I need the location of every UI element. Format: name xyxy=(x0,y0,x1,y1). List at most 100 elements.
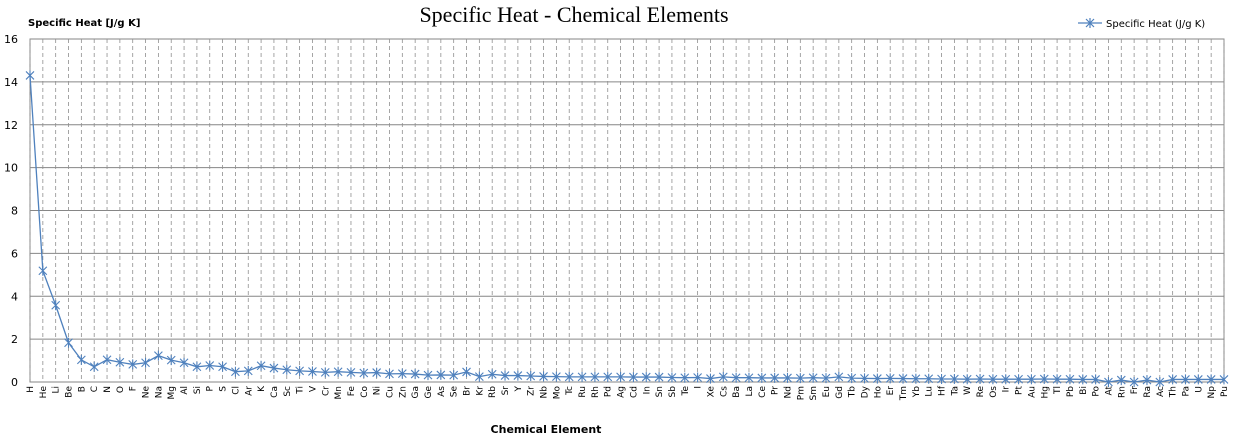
data-point xyxy=(551,371,561,382)
data-point xyxy=(1193,374,1203,385)
data-point xyxy=(205,360,215,371)
x-tick-label: Zn xyxy=(398,386,408,398)
x-tick-label: Au xyxy=(1027,386,1037,398)
data-point xyxy=(821,373,831,384)
data-point xyxy=(76,354,86,365)
data-point xyxy=(372,367,382,378)
x-tick-label: Kr xyxy=(475,386,485,396)
data-point xyxy=(629,372,638,383)
x-tick-label: Rn xyxy=(1117,386,1127,398)
data-point xyxy=(282,364,292,375)
x-tick-label: At xyxy=(1104,386,1114,396)
x-tick-label: Pa xyxy=(1181,386,1191,397)
x-tick-label: O xyxy=(116,386,126,393)
x-tick-label: Th xyxy=(1169,386,1179,398)
x-tick-label: Rh xyxy=(591,386,601,398)
data-point xyxy=(500,370,510,381)
data-point xyxy=(1078,374,1088,385)
x-tick-label: Ho xyxy=(873,386,883,399)
x-tick-label: S xyxy=(219,386,229,392)
data-point xyxy=(911,373,921,384)
x-tick-label: Yb xyxy=(912,386,922,398)
legend-star-icon xyxy=(1085,18,1095,28)
x-tick-label: Ne xyxy=(142,386,152,399)
x-tick-label: Mg xyxy=(167,386,177,399)
x-tick-label: F xyxy=(129,386,139,391)
data-point xyxy=(1155,377,1165,387)
data-point xyxy=(1039,373,1049,384)
data-point xyxy=(1206,374,1216,385)
x-tick-label: K xyxy=(257,385,267,392)
y-tick-label: 8 xyxy=(11,205,18,218)
x-tick-label: Fe xyxy=(347,386,357,397)
x-tick-label: Np xyxy=(1207,386,1217,399)
x-tick-label: Tl xyxy=(1053,386,1063,395)
x-tick-label: Al xyxy=(180,386,190,395)
data-point xyxy=(783,372,792,383)
x-tick-label: Xe xyxy=(706,386,716,398)
x-tick-label: Mo xyxy=(552,386,562,400)
x-tick-label: Pd xyxy=(604,386,614,397)
x-tick-label: Pu xyxy=(1220,386,1230,397)
y-tick-label: 4 xyxy=(11,290,18,303)
x-tick-label: Cr xyxy=(321,386,331,396)
data-point xyxy=(243,365,253,376)
data-point xyxy=(89,361,99,372)
x-tick-label: He xyxy=(39,386,49,399)
data-point xyxy=(218,361,227,372)
data-point xyxy=(346,367,356,378)
data-point xyxy=(385,368,394,379)
x-tick-label: N xyxy=(103,386,113,393)
data-point xyxy=(539,371,548,382)
x-axis-ticks: H He Li Be B C N O F Ne Na Mg Al Si P S Cl Ar K Ca Sc Ti V Cr Mn… xyxy=(26,385,1230,401)
x-tick-label: Sn xyxy=(655,386,665,397)
x-tick-label: Tb xyxy=(848,386,858,398)
data-point xyxy=(1014,374,1023,385)
data-point xyxy=(128,359,138,370)
data-point xyxy=(693,372,703,383)
y-tick-label: 12 xyxy=(4,119,18,132)
y-tick-label: 10 xyxy=(4,162,18,175)
y-tick-label: 16 xyxy=(4,33,18,46)
data-point xyxy=(231,366,240,377)
y-tick-label: 14 xyxy=(4,76,18,89)
x-tick-label: Nd xyxy=(783,386,793,398)
x-tick-label: W xyxy=(963,386,973,395)
x-axis-label: Chemical Element xyxy=(491,423,602,436)
x-tick-label: Ta xyxy=(950,386,960,397)
data-point xyxy=(269,363,279,374)
x-tick-label: H xyxy=(26,386,36,393)
data-point xyxy=(988,374,998,385)
x-tick-label: C xyxy=(90,386,100,392)
series-line xyxy=(29,75,1224,383)
x-tick-label: Dy xyxy=(861,385,871,398)
x-tick-label: Ni xyxy=(373,386,383,395)
data-point xyxy=(847,373,857,384)
data-point xyxy=(860,373,869,384)
x-tick-label: Tc xyxy=(565,386,575,396)
data-point xyxy=(423,370,433,381)
plot-area xyxy=(25,70,1229,387)
x-tick-label: Si xyxy=(193,386,203,394)
data-point xyxy=(1116,375,1126,386)
data-point xyxy=(295,365,305,376)
data-point xyxy=(141,357,150,368)
x-tick-label: Sc xyxy=(283,386,293,397)
x-tick-label: Li xyxy=(52,386,62,394)
x-tick-label: P xyxy=(206,385,216,391)
x-tick-label: Pm xyxy=(796,386,806,400)
data-point xyxy=(1104,377,1113,387)
data-point xyxy=(308,366,317,377)
x-tick-label: Rb xyxy=(488,386,498,398)
data-point xyxy=(1001,374,1011,385)
data-point xyxy=(526,370,536,381)
x-tick-label: B xyxy=(77,386,87,392)
data-point xyxy=(449,370,459,381)
legend: Specific Heat (J/g K) xyxy=(1078,18,1205,30)
data-point xyxy=(51,300,61,311)
data-point xyxy=(1142,375,1152,386)
data-point xyxy=(577,371,587,382)
x-tick-label: Ac xyxy=(1156,386,1166,397)
data-point xyxy=(359,367,369,378)
